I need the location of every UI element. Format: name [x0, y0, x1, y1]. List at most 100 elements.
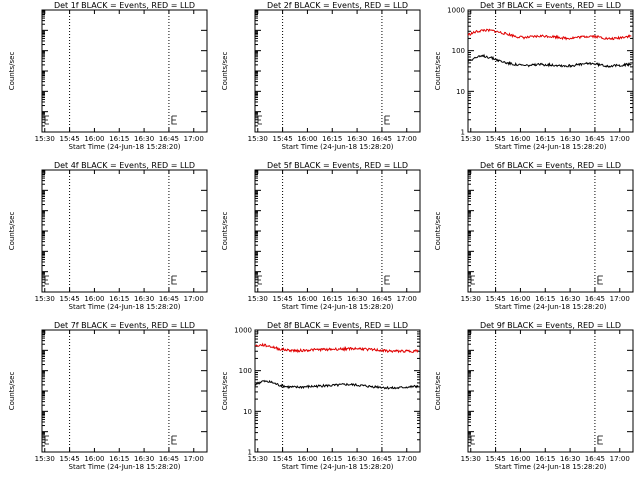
- plot-title: Det 4f BLACK = Events, RED = LLD: [54, 161, 195, 170]
- x-tick-label: 16:00: [297, 135, 317, 143]
- x-axis-label: Start Time (24-Jun-18 15:28:20): [69, 463, 181, 471]
- y-tick-label: 1000: [447, 7, 465, 15]
- plot-panel-6f: Det 6f BLACK = Events, RED = LLD Counts/s…: [434, 161, 634, 311]
- x-tick-label: 16:15: [535, 455, 555, 463]
- plot-frame: [467, 169, 634, 293]
- y-tick-label: 10: [243, 408, 252, 416]
- x-tick-label: 16:15: [322, 455, 342, 463]
- plot-frame: [254, 9, 421, 133]
- plot-title: Det 5f BLACK = Events, RED = LLD: [267, 161, 408, 170]
- x-tick-label: 17:00: [184, 455, 204, 463]
- x-tick-label: 16:45: [585, 295, 605, 303]
- x-tick-label: 16:30: [134, 135, 154, 143]
- y-tick-label: 1: [461, 129, 465, 137]
- plot-frame: [467, 9, 634, 133]
- x-tick-label: 15:30: [248, 135, 268, 143]
- x-tick-label: 16:30: [347, 295, 367, 303]
- x-tick-label: 17:00: [397, 455, 417, 463]
- y-axis-label: Counts/sec: [8, 52, 16, 91]
- plot-title: Det 6f BLACK = Events, RED = LLD: [480, 161, 621, 170]
- x-tick-label: 15:30: [35, 455, 55, 463]
- x-tick-label: 15:45: [485, 135, 505, 143]
- plot-title: Det 9f BLACK = Events, RED = LLD: [480, 321, 621, 330]
- empty-marker-glyph: [470, 435, 475, 445]
- x-tick-label: 16:00: [297, 455, 317, 463]
- y-axis-label: Counts/sec: [434, 212, 442, 251]
- y-axis-label: Counts/sec: [8, 212, 16, 251]
- x-tick-label: 15:30: [248, 295, 268, 303]
- x-axis-label: Start Time (24-Jun-18 15:28:20): [495, 303, 607, 311]
- x-tick-label: 16:15: [322, 295, 342, 303]
- y-axis-label: Counts/sec: [221, 372, 229, 411]
- x-tick-label: 15:30: [461, 295, 481, 303]
- plot-frame: [41, 169, 208, 293]
- empty-marker-glyph: [597, 275, 603, 285]
- x-tick-label: 15:45: [272, 135, 292, 143]
- x-tick-label: 15:45: [59, 295, 79, 303]
- x-tick-label: 15:30: [35, 135, 55, 143]
- y-tick-label: 1000: [234, 327, 252, 335]
- plot-panel-8f: Det 8f BLACK = Events, RED = LLD Counts/s…: [221, 321, 421, 471]
- x-tick-label: 16:00: [297, 295, 317, 303]
- x-tick-label: 15:30: [461, 135, 481, 143]
- y-axis-label: Counts/sec: [434, 52, 442, 91]
- x-tick-label: 16:30: [347, 135, 367, 143]
- x-tick-label: 16:00: [510, 455, 530, 463]
- x-tick-label: 15:30: [461, 455, 481, 463]
- plot-title: Det 7f BLACK = Events, RED = LLD: [54, 321, 195, 330]
- series-lld-line: [467, 28, 632, 41]
- series-lld-line: [255, 342, 419, 354]
- empty-marker-glyph: [44, 115, 49, 125]
- x-tick-label: 16:00: [84, 455, 104, 463]
- x-tick-label: 17:00: [610, 455, 630, 463]
- plot-panel-1f: Det 1f BLACK = Events, RED = LLD Counts/s…: [8, 1, 208, 151]
- x-tick-label: 16:15: [109, 295, 129, 303]
- x-tick-label: 17:00: [397, 135, 417, 143]
- plot-panel-2f: Det 2f BLACK = Events, RED = LLD Counts/s…: [221, 1, 421, 151]
- x-tick-label: 15:45: [485, 455, 505, 463]
- plot-frame: [41, 9, 208, 133]
- x-tick-label: 16:30: [560, 295, 580, 303]
- x-tick-label: 16:45: [159, 295, 179, 303]
- plot-panel-9f: Det 9f BLACK = Events, RED = LLD Counts/s…: [434, 321, 634, 471]
- empty-marker-glyph: [257, 115, 262, 125]
- empty-marker-glyph: [597, 435, 603, 445]
- y-tick-label: 100: [239, 367, 252, 375]
- x-axis-label: Start Time (24-Jun-18 15:28:20): [495, 463, 607, 471]
- x-tick-label: 16:00: [510, 135, 530, 143]
- x-tick-label: 16:15: [109, 135, 129, 143]
- y-axis-label: Counts/sec: [221, 212, 229, 251]
- empty-marker-glyph: [44, 435, 49, 445]
- x-tick-label: 16:00: [84, 135, 104, 143]
- x-tick-label: 16:00: [84, 295, 104, 303]
- plot-title: Det 3f BLACK = Events, RED = LLD: [480, 1, 621, 10]
- plot-panel-3f: Det 3f BLACK = Events, RED = LLD Counts/s…: [434, 1, 634, 151]
- plot-frame: [254, 169, 421, 293]
- y-tick-label: 1: [248, 449, 252, 457]
- x-tick-label: 15:45: [59, 455, 79, 463]
- x-tick-label: 16:30: [134, 295, 154, 303]
- empty-marker-glyph: [470, 275, 475, 285]
- empty-marker-glyph: [44, 275, 49, 285]
- x-tick-label: 17:00: [184, 135, 204, 143]
- x-tick-label: 16:30: [347, 455, 367, 463]
- x-tick-label: 17:00: [610, 295, 630, 303]
- x-tick-label: 16:30: [560, 135, 580, 143]
- x-tick-label: 16:15: [109, 455, 129, 463]
- x-tick-label: 15:45: [272, 295, 292, 303]
- x-tick-label: 16:30: [560, 455, 580, 463]
- x-tick-label: 16:15: [322, 135, 342, 143]
- x-axis-label: Start Time (24-Jun-18 15:28:20): [282, 463, 394, 471]
- plot-frame: [254, 329, 421, 453]
- plot-title: Det 8f BLACK = Events, RED = LLD: [267, 321, 408, 330]
- plot-panel-5f: Det 5f BLACK = Events, RED = LLD Counts/s…: [221, 161, 421, 311]
- x-tick-label: 16:45: [372, 295, 392, 303]
- y-axis-label: Counts/sec: [221, 52, 229, 91]
- plot-frame: [41, 329, 208, 453]
- series-events-line: [254, 379, 419, 390]
- x-tick-label: 16:45: [159, 135, 179, 143]
- x-axis-label: Start Time (24-Jun-18 15:28:20): [282, 303, 394, 311]
- x-tick-label: 16:45: [585, 135, 605, 143]
- x-tick-label: 16:45: [585, 455, 605, 463]
